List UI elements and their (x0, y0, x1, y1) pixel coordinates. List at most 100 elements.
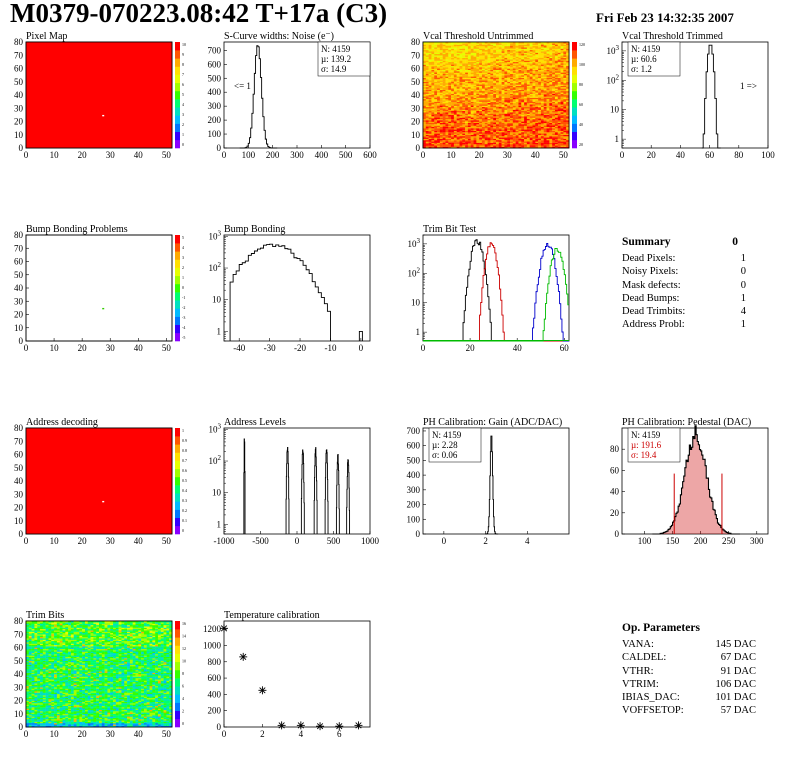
vcal_untrimmed-cell (448, 52, 452, 55)
vcal_untrimmed-cell (554, 122, 558, 125)
trim_bits-cell (26, 683, 30, 685)
vcal_untrimmed-cell (481, 105, 485, 108)
vcal_untrimmed-cell (560, 122, 564, 125)
vcal_untrimmed-cell (442, 141, 446, 143)
vcal_untrimmed-cell (515, 118, 519, 121)
vcal_untrimmed-cell (456, 101, 460, 104)
vcal_untrimmed-cell (451, 69, 455, 72)
vcal_untrimmed-cell (546, 146, 550, 149)
vcal_untrimmed-cell (453, 65, 457, 68)
vcal_untrimmed-cell (496, 108, 500, 110)
vcal_untrimmed-cell (453, 91, 457, 93)
vcal_untrimmed-cell (532, 101, 536, 104)
trim_bits-cell (37, 674, 41, 676)
vcal_untrimmed-cell (434, 77, 438, 80)
vcal_untrimmed-cell (431, 57, 435, 60)
vcal_untrimmed-cell (566, 87, 570, 89)
vcal_untrimmed-cell (515, 120, 519, 122)
vcal_untrimmed-cell (496, 64, 500, 67)
trim_bits-cell (42, 689, 46, 692)
vcal_untrimmed-cell (510, 105, 514, 108)
vcal_untrimmed-cell (526, 141, 530, 143)
vcal_untrimmed-cell (470, 132, 474, 134)
vcal_untrimmed-cell (487, 92, 491, 94)
vcal_untrimmed-cell (473, 93, 477, 96)
vcal_untrimmed-cell (473, 105, 477, 108)
vcal_untrimmed-cell (529, 136, 533, 138)
vcal_untrimmed-cell (552, 71, 556, 73)
vcal_untrimmed-cell (546, 80, 550, 82)
trim_bits-cell (31, 709, 35, 712)
vcal_untrimmed-cell (470, 73, 474, 76)
vcal_untrimmed-cell (532, 43, 536, 45)
trim_bits-cell (40, 707, 44, 709)
vcal_untrimmed-cell (515, 108, 519, 110)
vcal_untrimmed-cell (546, 69, 550, 72)
trim_bits-cell (26, 688, 30, 691)
vcal_untrimmed-cell (549, 91, 553, 93)
vcal_untrimmed-cell (442, 129, 446, 131)
vcal_untrimmed-cell (453, 64, 457, 67)
vcal_untrimmed-cell (504, 145, 508, 147)
vcal_untrimmed-cell (543, 61, 547, 64)
vcal_untrimmed-cell (543, 146, 547, 149)
vcal_untrimmed-cell (428, 53, 432, 56)
vcal_untrimmed-cell (543, 101, 547, 104)
vcal_untrimmed-cell (521, 100, 525, 102)
vcal_untrimmed-cell (465, 56, 469, 59)
vcal_untrimmed-cell (498, 47, 502, 49)
vcal_untrimmed-cell (526, 55, 530, 57)
vcal_untrimmed-cell (549, 145, 553, 147)
trim_bits-cell (28, 713, 32, 716)
vcal_untrimmed-cell (476, 129, 480, 131)
vcal_untrimmed-cell (462, 48, 466, 51)
vcal_untrimmed-cell (476, 146, 480, 149)
trim_bits-cell (31, 648, 35, 651)
vcal_untrimmed-cell (526, 63, 530, 65)
pixel_map-colorbar-cell (175, 139, 180, 149)
vcal_untrimmed-cell (566, 45, 570, 48)
vcal_untrimmed-cell (540, 146, 544, 149)
vcal_untrimmed-cell (549, 72, 553, 74)
bump-problems-title: Bump Bonding Problems (26, 224, 128, 235)
vcal_untrimmed-cell (484, 106, 488, 109)
trim_bits-cell (42, 628, 46, 631)
vcal_untrimmed-cell (538, 114, 542, 117)
vcal_untrimmed-cell (557, 72, 561, 74)
trim_bits-cell (37, 707, 41, 709)
vcal_untrimmed-cell (566, 129, 570, 131)
vcal_untrimmed-cell (465, 48, 469, 51)
vcal_untrimmed-cell (532, 73, 536, 76)
vcal_untrimmed-cell (524, 68, 528, 71)
vcal_untrimmed-cell (467, 128, 471, 130)
vcal_untrimmed-cell (476, 71, 480, 73)
vcal_untrimmed-cell (554, 71, 558, 73)
vcal_untrimmed-cell (479, 130, 483, 133)
vcal_untrimmed-cell (431, 130, 435, 133)
vcal_untrimmed-cell (504, 60, 508, 63)
vcal_untrimmed-cell (490, 61, 494, 64)
vcal_untrimmed-cell (481, 42, 485, 44)
vcal_untrimmed-cell (532, 105, 536, 108)
vcal_untrimmed-cell (560, 51, 564, 53)
vcal_untrimmed-cell (552, 142, 556, 145)
vcal_untrimmed-cell (445, 84, 449, 86)
trim_bits-cell (34, 654, 38, 656)
vcal_untrimmed-cell (546, 144, 550, 146)
vcal_untrimmed-cell (526, 117, 530, 120)
vcal_untrimmed-ytick-label: 60 (411, 64, 421, 74)
vcal_untrimmed-cell (465, 83, 469, 85)
vcal_untrimmed-cell (540, 136, 544, 138)
trim_bits-cell (26, 658, 30, 660)
vcal_untrimmed-cell (465, 106, 469, 109)
vcal_untrimmed-cell (512, 128, 516, 130)
trim_bits-cell (28, 700, 32, 703)
vcal_untrimmed-cell (496, 117, 500, 120)
vcal_untrimmed-cell (535, 71, 539, 73)
vcal_untrimmed-cell (560, 65, 564, 68)
vcal_untrimmed-cell (493, 67, 497, 69)
vcal_untrimmed-cell (529, 108, 533, 110)
vcal_untrimmed-cell (512, 80, 516, 82)
vcal_untrimmed-cell (437, 141, 441, 143)
vcal_untrimmed-cell (532, 48, 536, 51)
